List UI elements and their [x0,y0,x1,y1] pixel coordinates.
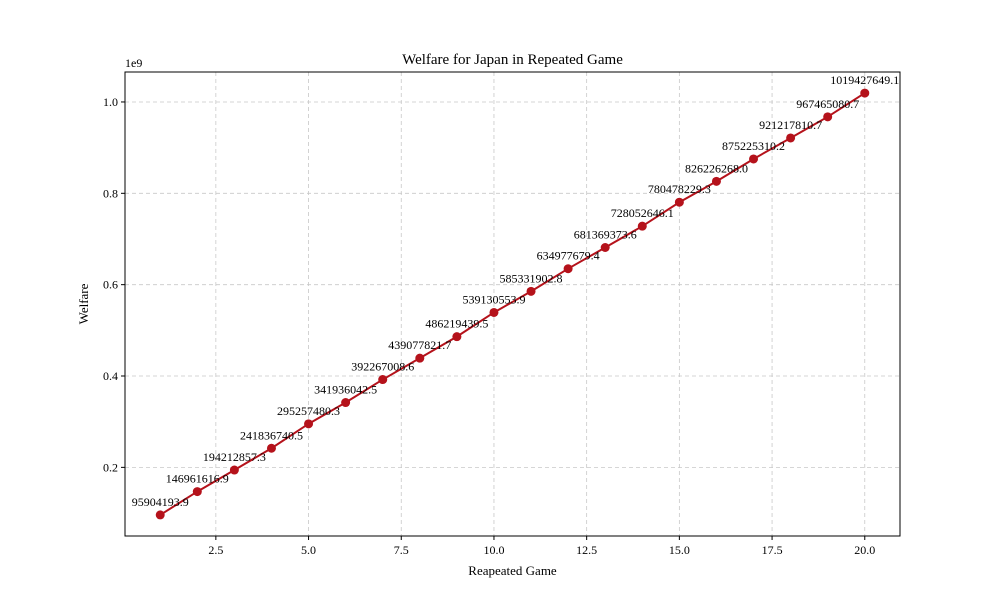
data-label: 241836740.5 [240,428,303,442]
data-point [229,465,239,475]
data-point [563,264,573,274]
data-point [860,88,870,98]
x-tick-label: 17.5 [762,543,783,557]
y-tick-label: 0.2 [103,460,118,474]
data-label: 539130553.9 [462,292,525,306]
data-label: 341936042.5 [314,383,377,397]
data-label: 95904193.9 [132,495,189,509]
data-point [192,487,202,497]
data-point [341,398,351,408]
data-point [304,419,314,429]
data-label: 194212857.3 [203,450,266,464]
chart-title: Welfare for Japan in Repeated Game [402,52,623,68]
tick-layer: 2.5 5.0 7.5 10.0 12.5 15.0 17.5 20.0 0.2 0.4 0.6 0.… [103,95,875,557]
data-label: 728052646.1 [611,206,674,220]
data-point [600,242,610,252]
series-line [159,92,866,516]
y-tick-label: 0.4 [103,369,118,383]
data-point [266,443,276,453]
data-label: 826226268.0 [685,161,748,175]
data-point [452,332,462,342]
y-axis-label: Welfare [76,283,91,324]
x-tick-label: 10.0 [483,543,504,557]
data-point [378,375,388,385]
data-point [637,221,647,231]
x-tick-label: 12.5 [576,543,597,557]
data-point [674,197,684,207]
data-point [155,510,165,520]
data-point [823,112,833,122]
data-label: 439077821.7 [388,338,451,352]
marker-layer [155,88,870,520]
y-tick-label: 0.6 [103,278,118,292]
data-point [526,286,536,296]
data-label-layer: 95904193.9 146961616.9 194212857.3 24183674… [132,73,900,509]
data-label: 486219439.5 [425,317,488,331]
data-point [749,154,759,164]
data-label: 585331902.8 [500,271,563,285]
y-offset-label: 1e9 [125,56,142,70]
series-line-layer [159,92,866,516]
data-label: 146961616.9 [166,472,229,486]
x-tick-label: 20.0 [854,543,875,557]
data-label: 681369373.6 [574,227,637,241]
x-axis-label: Reapeated Game [468,563,557,578]
x-tick-label: 15.0 [669,543,690,557]
x-tick-label: 7.5 [394,543,409,557]
grid-layer [125,72,900,536]
data-label: 780478229.3 [648,182,711,196]
data-label: 967465080.7 [796,97,859,111]
data-point [489,307,499,317]
data-label: 921217810.7 [759,118,822,132]
x-tick-label: 2.5 [208,543,223,557]
data-label: 875225310.2 [722,139,785,153]
data-point [415,353,425,363]
data-label: 295257480.3 [277,404,340,418]
x-tick-label: 5.0 [301,543,316,557]
data-label: 634977679.4 [537,249,600,263]
plot-frame [124,71,901,537]
data-label: 1019427649.1 [830,73,899,87]
y-tick-label: 1.0 [103,95,118,109]
data-point [711,176,721,186]
data-point [786,133,796,143]
data-label: 392267008.6 [351,360,414,374]
y-tick-label: 0.8 [103,186,118,200]
